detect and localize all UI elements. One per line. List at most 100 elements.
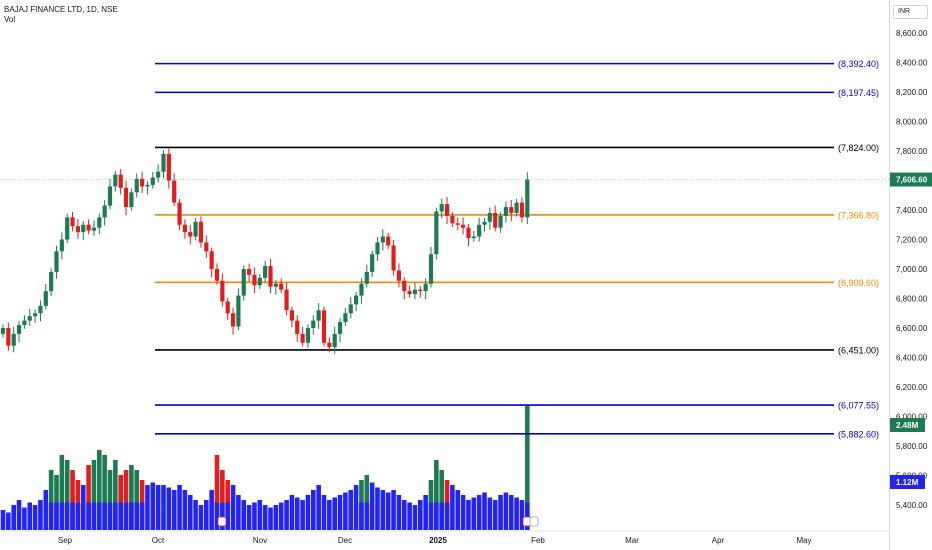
- volume-bar-base: [118, 502, 123, 530]
- volume-bar: [59, 455, 65, 530]
- volume-bar: [48, 470, 54, 530]
- volume-bar: [113, 460, 118, 530]
- candle-body: [332, 333, 337, 348]
- volume-bar: [380, 490, 386, 530]
- volume-bar: [482, 492, 487, 530]
- candle-body: [241, 269, 246, 296]
- candle-body: [247, 269, 252, 275]
- volume-bar: [455, 490, 461, 530]
- price-tick-label: 8,200.00: [896, 88, 928, 97]
- candle-body: [300, 333, 305, 343]
- currency-selector[interactable]: INR: [893, 5, 928, 19]
- volume-bar: [134, 470, 140, 530]
- candle-body: [54, 251, 59, 272]
- volume-bar: [385, 492, 391, 530]
- candle-body: [337, 322, 343, 334]
- candle-body: [230, 313, 236, 327]
- volume-bar-base: [364, 502, 370, 530]
- volume-bar: [492, 500, 498, 530]
- candle-layer: [0, 148, 530, 354]
- volume-bar: [241, 500, 247, 530]
- volume-bar-base: [434, 502, 439, 530]
- candle-body: [107, 186, 113, 206]
- volume-bar: [396, 495, 402, 530]
- candle-body: [198, 221, 204, 243]
- candle-body: [86, 224, 91, 231]
- candle-body: [113, 174, 118, 187]
- volume-bar: [70, 470, 75, 530]
- time-axis[interactable]: Sep Oct Nov Dec 2025 Feb Mar Apr May: [0, 516, 889, 545]
- volume-bar-base: [134, 502, 140, 530]
- price-tick-label: 6,600.00: [896, 324, 928, 333]
- price-tick-label: 7,400.00: [896, 206, 928, 215]
- candle-body: [471, 236, 476, 239]
- volume-bar: [123, 470, 129, 530]
- volume-bar: [177, 485, 182, 530]
- volume-bar: [80, 485, 86, 530]
- candle-body: [450, 215, 455, 224]
- volume-layer: [0, 406, 530, 530]
- volume-bar: [86, 465, 91, 530]
- volume-bar: [268, 507, 273, 530]
- volume-bar-base: [59, 502, 65, 530]
- candle-body: [444, 204, 450, 216]
- volume-indicator-label[interactable]: Vol: [4, 15, 16, 24]
- candle-body: [434, 211, 439, 255]
- volume-current-label: 2.48M: [896, 421, 919, 430]
- candle-body: [311, 320, 316, 328]
- candle-body: [439, 204, 444, 212]
- volume-bar: [145, 485, 150, 530]
- level-label: (7,366.80): [838, 210, 879, 220]
- candle-body: [423, 283, 428, 292]
- volume-bar: [262, 505, 268, 530]
- volume-bar: [64, 460, 70, 530]
- candle-body: [370, 254, 375, 272]
- candle-body: [33, 313, 38, 317]
- volume-bar-base: [97, 502, 102, 530]
- candle-body: [498, 215, 503, 228]
- price-axis[interactable]: 8,600.00 8,400.00 8,200.00 8,000.00 7,800.00…: [890, 0, 932, 550]
- volume-bar-base: [225, 502, 230, 530]
- candle-body: [140, 179, 145, 187]
- volume-bar: [236, 495, 241, 530]
- volume-bar-base: [123, 502, 129, 530]
- candle-body: [123, 187, 129, 208]
- candle-body: [145, 184, 150, 187]
- candle-body: [343, 313, 348, 323]
- volume-bar-base: [107, 502, 113, 530]
- time-label: Sep: [58, 536, 73, 545]
- level-label: (8,197.45): [838, 88, 879, 98]
- candle-body: [220, 280, 225, 302]
- volume-bar: [418, 500, 423, 530]
- symbol-title[interactable]: BAJAJ FINANCE LTD, 1D, NSE: [4, 5, 118, 14]
- volume-current-badge: [890, 418, 925, 432]
- candle-body: [305, 328, 311, 343]
- candle-body: [161, 153, 166, 172]
- candle-body: [214, 269, 220, 281]
- price-tick-label: 5,400.00: [896, 501, 928, 510]
- volume-bar: [466, 500, 471, 530]
- candle-body: [156, 171, 161, 178]
- volume-bar: [193, 500, 198, 530]
- volume-bar: [498, 495, 503, 530]
- price-tick-label: 7,800.00: [896, 147, 928, 156]
- volume-bar-base: [139, 502, 145, 530]
- candle-body: [418, 289, 423, 292]
- volume-bar: [327, 500, 332, 530]
- volume-bar: [11, 505, 16, 530]
- candle-body: [150, 177, 155, 185]
- volume-bar: [171, 490, 177, 530]
- volume-bar: [6, 512, 11, 530]
- volume-bar: [38, 500, 43, 530]
- volume-bar-base: [70, 502, 75, 530]
- candle-body: [525, 179, 530, 218]
- volume-bar: [32, 505, 38, 530]
- volume-bar: [278, 502, 284, 530]
- volume-bar: [27, 502, 33, 530]
- candle-body: [129, 192, 134, 208]
- volume-bar: [391, 490, 396, 530]
- volume-bar: [401, 500, 407, 530]
- time-label: 2025: [429, 536, 447, 545]
